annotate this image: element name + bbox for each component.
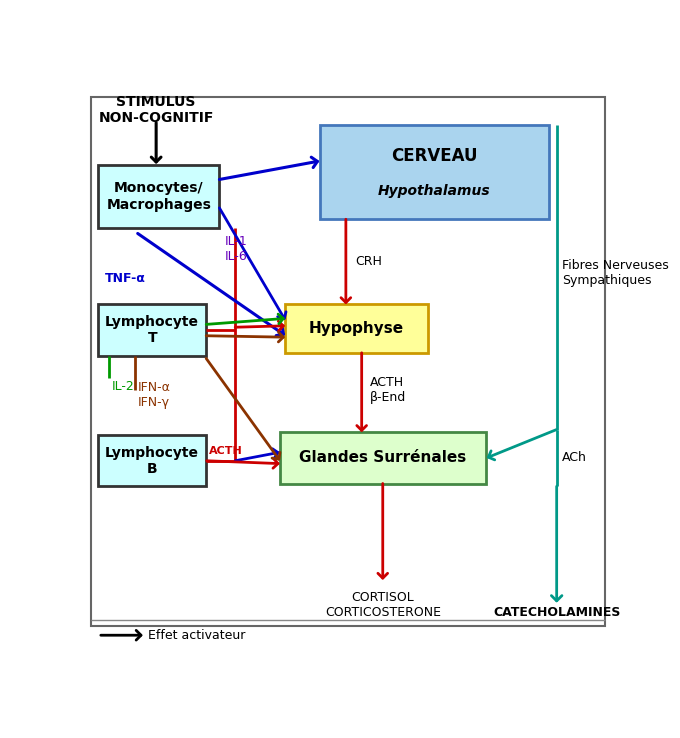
FancyBboxPatch shape [98,435,206,486]
Text: CATECHOLAMINES: CATECHOLAMINES [493,606,620,619]
Text: ACTH
β-End: ACTH β-End [370,376,406,404]
FancyBboxPatch shape [320,125,549,219]
Text: Effet activateur: Effet activateur [148,629,245,642]
FancyBboxPatch shape [91,97,605,626]
Text: Hypophyse: Hypophyse [309,321,404,336]
Text: IFN-α
IFN-γ: IFN-α IFN-γ [137,382,171,410]
Text: IL-1
IL-6: IL-1 IL-6 [224,235,248,263]
Text: CRH: CRH [356,255,382,269]
FancyBboxPatch shape [280,432,486,483]
Text: CORTISOL
CORTICOSTERONE: CORTISOL CORTICOSTERONE [325,591,441,619]
Text: Fibres Nerveuses
Sympathiques: Fibres Nerveuses Sympathiques [562,259,668,287]
FancyBboxPatch shape [98,305,206,356]
Text: IL-2: IL-2 [112,380,134,393]
Text: Monocytes/
Macrophages: Monocytes/ Macrophages [106,182,211,212]
Text: ACTH: ACTH [209,446,243,455]
Text: Lymphocyte
T: Lymphocyte T [105,315,199,345]
FancyBboxPatch shape [286,305,428,353]
Text: Glandes Surrénales: Glandes Surrénales [299,450,466,466]
Text: STIMULUS
NON-COGNITIF: STIMULUS NON-COGNITIF [99,95,214,125]
Text: TNF-α: TNF-α [105,272,146,286]
Text: Lymphocyte
B: Lymphocyte B [105,446,199,476]
FancyBboxPatch shape [98,165,220,228]
Text: CERVEAU: CERVEAU [391,147,477,165]
Text: ACh: ACh [562,452,587,464]
Text: Hypothalamus: Hypothalamus [378,184,490,198]
